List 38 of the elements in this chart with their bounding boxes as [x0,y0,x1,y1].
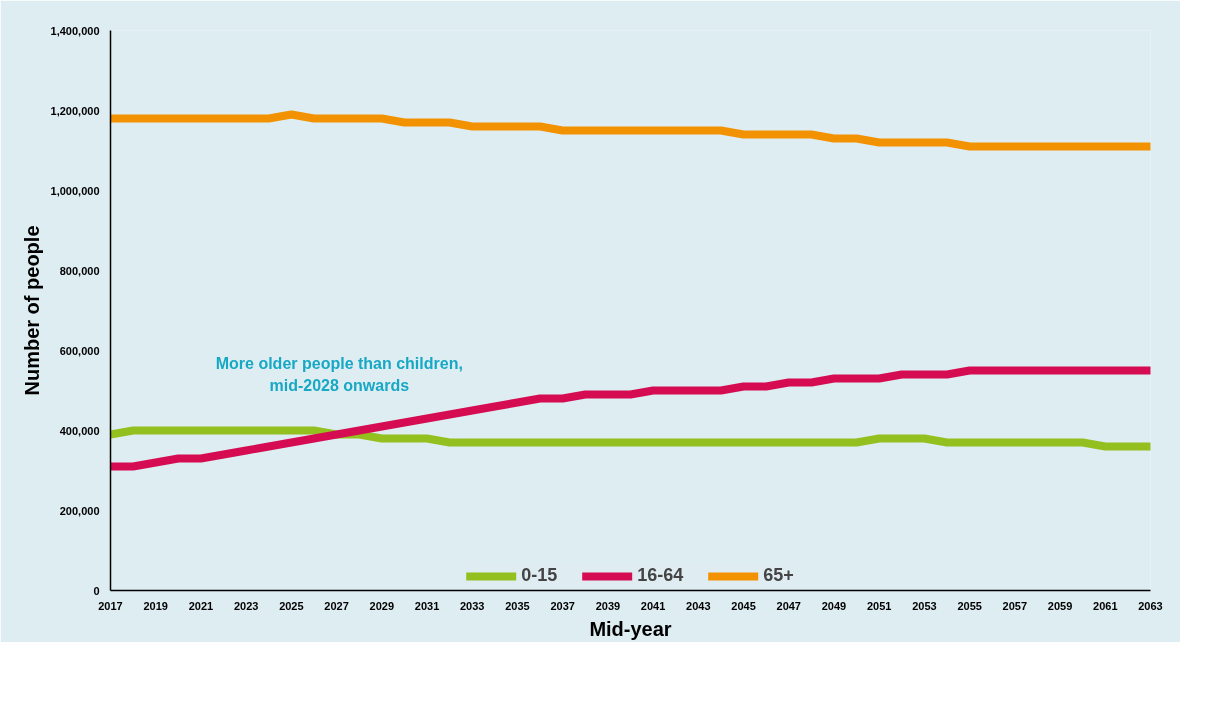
y-tick-label: 1,000,000 [50,184,100,197]
legend-label: 16-64 [637,565,684,586]
legend-label: 65+ [763,565,794,586]
x-tick-label: 2055 [957,599,982,612]
x-tick-label: 2057 [1002,599,1028,612]
y-tick-label: 200,000 [59,504,100,517]
x-tick-label: 2019 [143,599,168,612]
x-tick-label: 2051 [866,599,892,612]
x-tick-label: 2037 [550,599,575,612]
x-tick-label: 2041 [640,599,666,612]
x-tick-label: 2049 [821,599,847,612]
x-tick-label: 2045 [731,599,756,612]
x-tick-label: 2023 [233,599,259,612]
legend-label: 0-15 [521,565,558,586]
x-tick-label: 2029 [369,599,395,612]
annotation: More older people than children, mid-2028 onwards [215,355,463,395]
y-tick-label: 1,200,000 [50,104,100,117]
x-tick-label: 2053 [912,599,937,612]
y-axis-title: Number of people [20,225,43,396]
y-tick-label: 0 [93,584,100,597]
x-tick-label: 2043 [686,599,711,612]
y-tick-label: 600,000 [59,344,100,357]
x-tick-label: 2031 [414,599,440,612]
y-tick-label: 1,400,000 [50,24,100,37]
x-tick-label: 2027 [324,599,349,612]
x-tick-label: 2021 [188,599,214,612]
x-tick-label: 2025 [279,599,304,612]
x-axis-title: Mid-year [589,617,672,640]
x-tick-label: 2063 [1138,599,1163,612]
x-tick-label: 2035 [505,599,530,612]
x-tick-label: 2033 [460,599,485,612]
x-tick-label: 2047 [776,599,802,612]
y-tick-label: 800,000 [59,264,100,277]
x-tick-label: 2061 [1093,599,1118,612]
y-tick-label: 400,000 [59,424,100,437]
x-tick-label: 2039 [595,599,621,612]
x-tick-label: 2017 [98,599,123,612]
x-tick-label: 2059 [1047,599,1073,612]
